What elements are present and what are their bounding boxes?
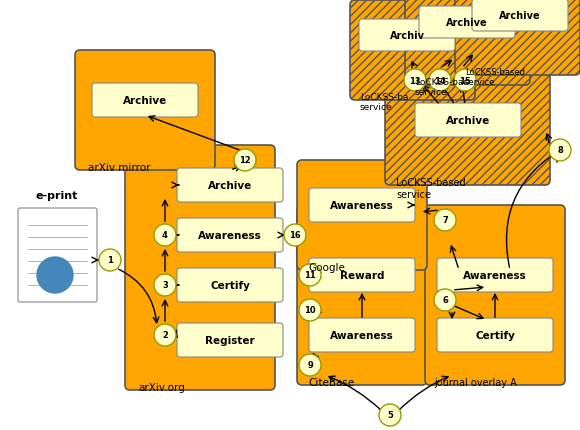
- Text: 3: 3: [162, 281, 168, 290]
- Text: 14: 14: [434, 76, 446, 85]
- Text: LoCKSS-ba
service: LoCKSS-ba service: [360, 93, 408, 112]
- Text: arXiv.org: arXiv.org: [138, 382, 185, 392]
- Text: 13: 13: [409, 76, 421, 85]
- FancyBboxPatch shape: [177, 323, 283, 357]
- Text: LoCKSS-bar
service: LoCKSS-bar service: [415, 78, 467, 97]
- Text: Archive: Archive: [446, 18, 488, 28]
- FancyBboxPatch shape: [297, 161, 427, 270]
- Circle shape: [434, 209, 456, 231]
- Text: Archive: Archive: [499, 11, 541, 21]
- FancyBboxPatch shape: [425, 206, 565, 385]
- Text: 15: 15: [459, 76, 471, 85]
- Text: 8: 8: [557, 146, 563, 155]
- Text: 12: 12: [239, 156, 251, 165]
- Text: 11: 11: [304, 271, 316, 280]
- FancyBboxPatch shape: [75, 51, 215, 171]
- FancyBboxPatch shape: [18, 209, 97, 302]
- Circle shape: [379, 404, 401, 426]
- FancyBboxPatch shape: [177, 268, 283, 302]
- Circle shape: [549, 140, 571, 162]
- Text: LoCKSS-based
service: LoCKSS-based service: [396, 178, 466, 199]
- Text: 1: 1: [107, 256, 113, 265]
- Circle shape: [154, 274, 176, 296]
- FancyBboxPatch shape: [309, 258, 415, 292]
- Text: Certify: Certify: [210, 280, 250, 290]
- Text: Awareness: Awareness: [330, 200, 394, 211]
- Text: Certify: Certify: [475, 330, 515, 340]
- FancyBboxPatch shape: [177, 218, 283, 252]
- Circle shape: [404, 70, 426, 92]
- FancyBboxPatch shape: [309, 189, 415, 222]
- Circle shape: [299, 264, 321, 286]
- Text: 6: 6: [442, 296, 448, 305]
- Circle shape: [99, 249, 121, 271]
- Text: arXiv mirror: arXiv mirror: [88, 163, 150, 172]
- FancyBboxPatch shape: [125, 146, 275, 390]
- Text: Awareness: Awareness: [330, 330, 394, 340]
- FancyBboxPatch shape: [415, 104, 521, 138]
- Text: CiteBase: CiteBase: [308, 377, 354, 387]
- FancyBboxPatch shape: [437, 258, 553, 292]
- Text: Awareness: Awareness: [198, 230, 262, 240]
- Circle shape: [454, 70, 476, 92]
- Circle shape: [434, 289, 456, 311]
- Text: 7: 7: [442, 216, 448, 225]
- FancyBboxPatch shape: [359, 20, 455, 52]
- Circle shape: [234, 150, 256, 172]
- FancyBboxPatch shape: [92, 84, 198, 118]
- Circle shape: [154, 324, 176, 346]
- Text: 10: 10: [304, 306, 316, 315]
- FancyBboxPatch shape: [437, 318, 553, 352]
- Text: e-print: e-print: [36, 190, 78, 200]
- FancyBboxPatch shape: [350, 1, 475, 101]
- FancyBboxPatch shape: [455, 0, 580, 76]
- Text: Register: Register: [205, 335, 255, 345]
- FancyBboxPatch shape: [385, 66, 550, 186]
- Circle shape: [284, 224, 306, 246]
- Text: Archiv: Archiv: [390, 31, 425, 41]
- Text: 9: 9: [307, 361, 313, 370]
- Text: Archive: Archive: [208, 181, 252, 190]
- Text: 5: 5: [387, 411, 393, 420]
- FancyBboxPatch shape: [177, 169, 283, 203]
- Text: Archive: Archive: [446, 116, 490, 126]
- FancyBboxPatch shape: [405, 0, 530, 86]
- Text: Awareness: Awareness: [463, 270, 527, 280]
- FancyBboxPatch shape: [419, 7, 515, 39]
- Text: journal overlay A: journal overlay A: [434, 377, 517, 387]
- Text: 4: 4: [162, 231, 168, 240]
- FancyBboxPatch shape: [297, 206, 427, 385]
- FancyBboxPatch shape: [472, 0, 568, 32]
- Text: Reward: Reward: [340, 270, 384, 280]
- Circle shape: [429, 70, 451, 92]
- Text: Archive: Archive: [123, 96, 167, 106]
- Text: 2: 2: [162, 331, 168, 340]
- Text: LoCKSS-based
service: LoCKSS-based service: [465, 68, 525, 87]
- Circle shape: [299, 354, 321, 376]
- Circle shape: [154, 224, 176, 246]
- Text: 16: 16: [289, 231, 301, 240]
- Circle shape: [299, 299, 321, 321]
- Circle shape: [37, 258, 73, 293]
- Text: Google: Google: [308, 262, 345, 272]
- FancyBboxPatch shape: [309, 318, 415, 352]
